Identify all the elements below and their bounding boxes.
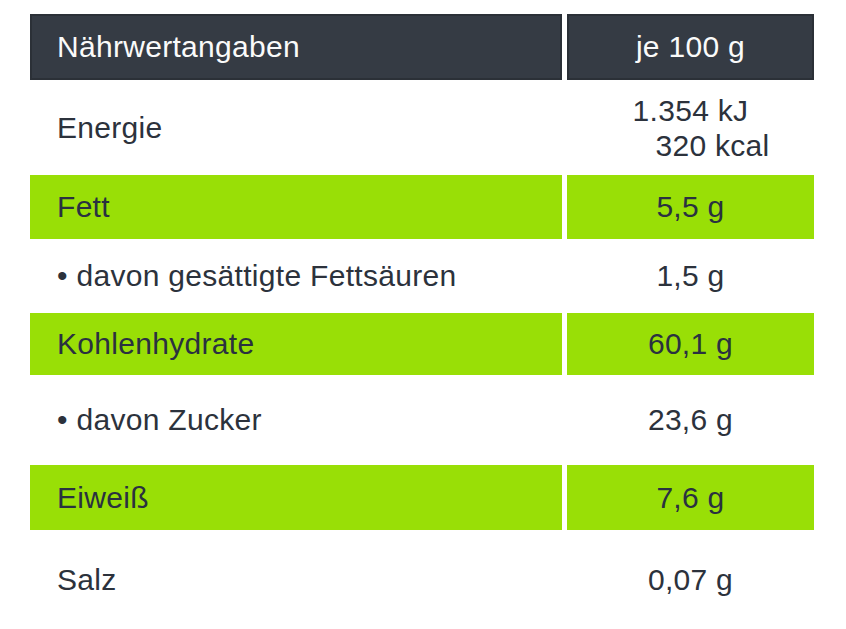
- energy-kcal-value: 320 kcal: [655, 128, 769, 163]
- row-value: 5,5 g: [567, 175, 814, 239]
- table-row-salz: Salz 0,07 g: [30, 530, 814, 629]
- row-value: 60,1 g: [567, 313, 814, 375]
- table-row-energie: Energie 1.354 kJ 320 kcal: [30, 80, 814, 175]
- table-row-kohlenhydrate: Kohlenhydrate 60,1 g: [30, 313, 814, 375]
- table-row-fett: Fett 5,5 g: [30, 175, 814, 239]
- row-label: • davon gesättigte Fettsäuren: [30, 239, 562, 313]
- row-value: 1.354 kJ 320 kcal: [567, 80, 814, 175]
- row-value: 7,6 g: [567, 465, 814, 530]
- row-label: Eiweiß: [30, 465, 562, 530]
- row-label: Kohlenhydrate: [30, 313, 562, 375]
- row-label: • davon Zucker: [30, 375, 562, 465]
- row-label: Fett: [30, 175, 562, 239]
- row-value: 23,6 g: [567, 375, 814, 465]
- nutrition-table: Nährwertangaben je 100 g Energie 1.354 k…: [30, 14, 814, 629]
- table-row-gesaettigte-fettsaeuren: • davon gesättigte Fettsäuren 1,5 g: [30, 239, 814, 313]
- row-value: 1,5 g: [567, 239, 814, 313]
- header-unit-cell: je 100 g: [567, 14, 814, 80]
- table-row-eiweiss: Eiweiß 7,6 g: [30, 465, 814, 530]
- header-row: Nährwertangaben je 100 g: [30, 14, 814, 80]
- row-label: Salz: [30, 530, 562, 629]
- header-title-cell: Nährwertangaben: [30, 14, 562, 80]
- nutrition-label-page: Nährwertangaben je 100 g Energie 1.354 k…: [0, 0, 846, 629]
- table-row-zucker: • davon Zucker 23,6 g: [30, 375, 814, 465]
- row-label: Energie: [30, 80, 562, 175]
- energy-kj-value: 1.354 kJ: [633, 93, 749, 128]
- row-value: 0,07 g: [567, 530, 814, 629]
